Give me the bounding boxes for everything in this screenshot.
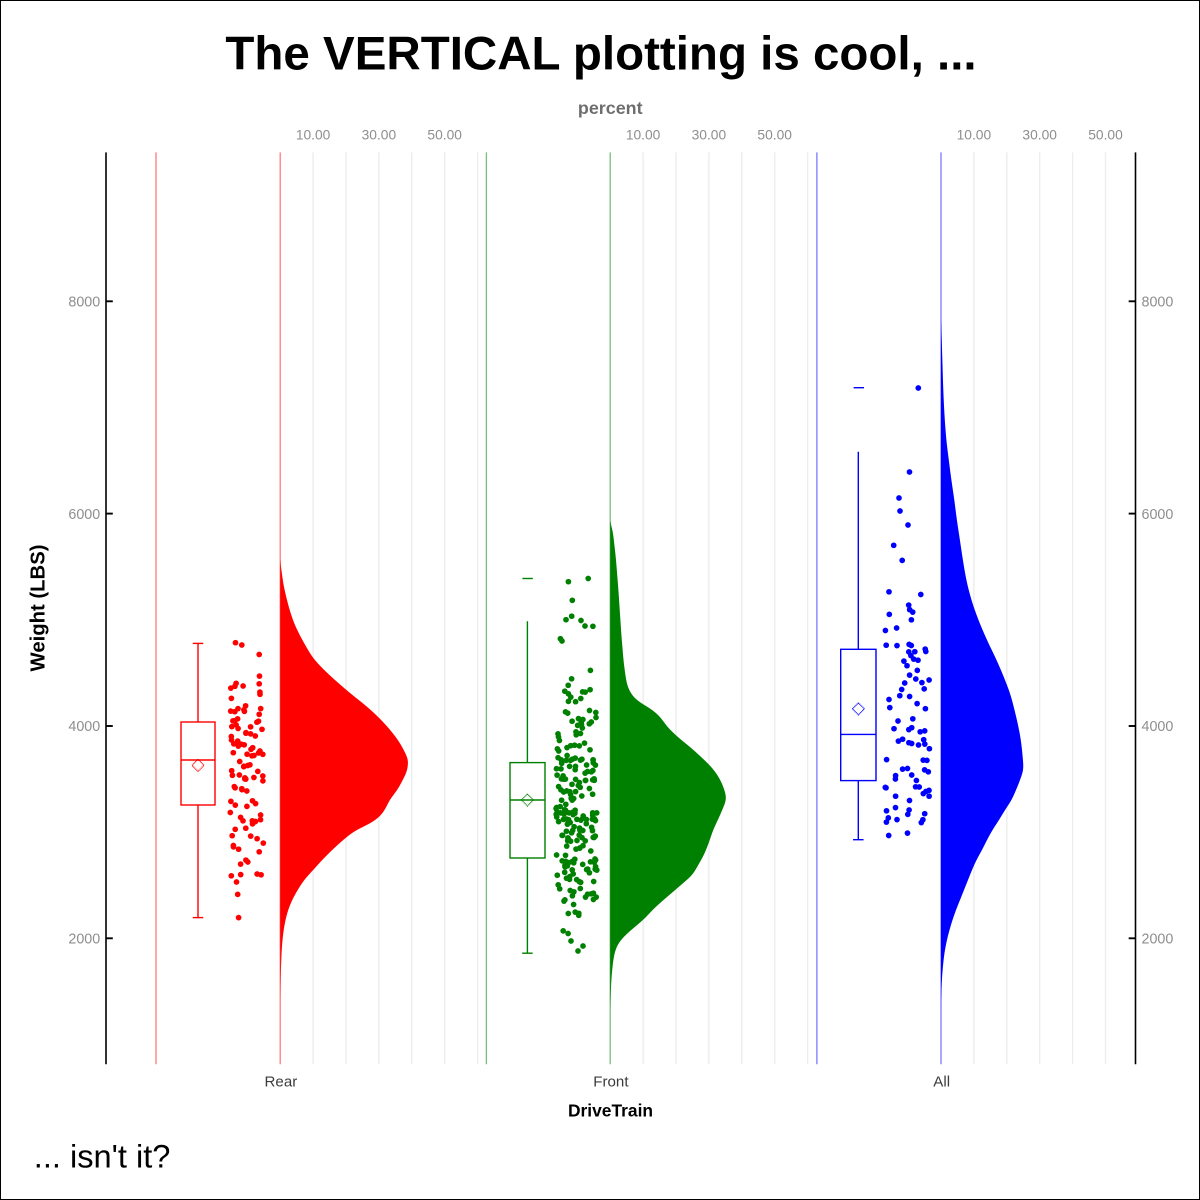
svg-text:2000: 2000 xyxy=(68,932,100,948)
svg-text:10.00: 10.00 xyxy=(296,128,331,143)
svg-text:Weight (LBS): Weight (LBS) xyxy=(27,545,49,672)
svg-text:6000: 6000 xyxy=(68,507,100,523)
svg-text:2000: 2000 xyxy=(1142,932,1174,948)
svg-text:50.00: 50.00 xyxy=(757,128,792,143)
svg-text:Rear: Rear xyxy=(265,1074,298,1091)
svg-text:50.00: 50.00 xyxy=(1088,128,1123,143)
svg-text:4000: 4000 xyxy=(68,719,100,735)
svg-text:... isn't it?: ... isn't it? xyxy=(34,1137,171,1174)
svg-text:DriveTrain: DriveTrain xyxy=(568,1101,653,1121)
svg-text:All: All xyxy=(933,1074,950,1091)
svg-text:Front: Front xyxy=(593,1074,629,1091)
svg-text:percent: percent xyxy=(578,98,643,118)
svg-text:8000: 8000 xyxy=(1142,295,1174,311)
svg-text:30.00: 30.00 xyxy=(362,128,397,143)
svg-text:30.00: 30.00 xyxy=(692,128,727,143)
svg-text:30.00: 30.00 xyxy=(1022,128,1057,143)
svg-text:The VERTICAL plotting is cool,: The VERTICAL plotting is cool, ... xyxy=(225,28,976,81)
svg-text:50.00: 50.00 xyxy=(427,128,462,143)
svg-text:10.00: 10.00 xyxy=(957,128,992,143)
svg-text:6000: 6000 xyxy=(1142,507,1174,523)
svg-text:4000: 4000 xyxy=(1142,719,1174,735)
svg-text:10.00: 10.00 xyxy=(626,128,661,143)
svg-text:8000: 8000 xyxy=(68,295,100,311)
